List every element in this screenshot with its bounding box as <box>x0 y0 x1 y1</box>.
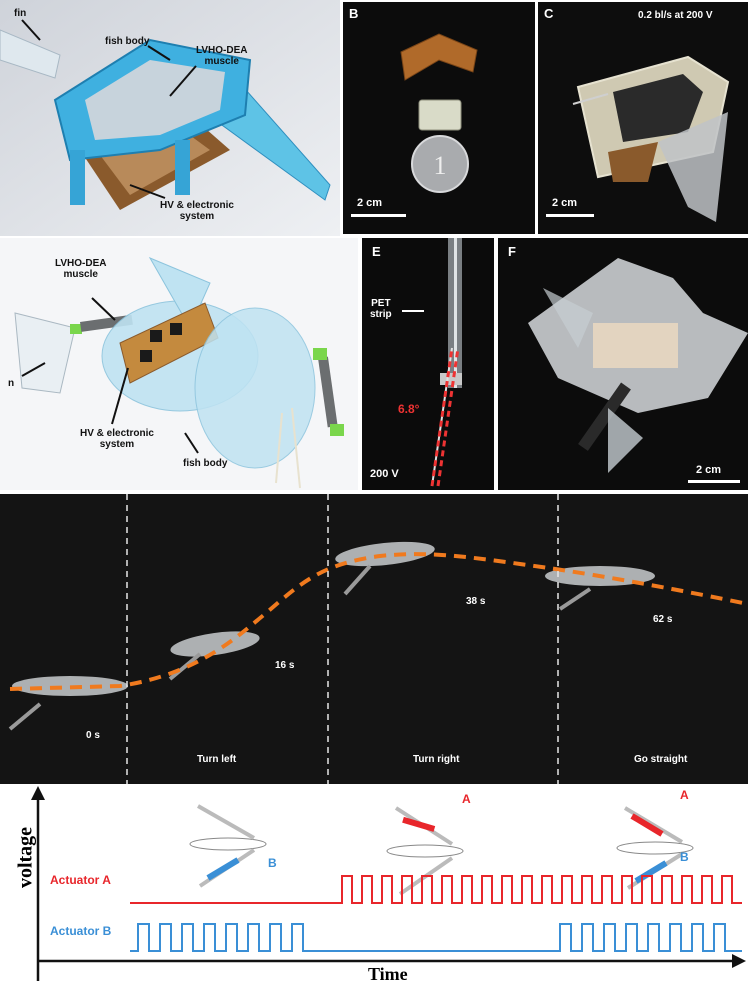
panel-f-letter: F <box>508 244 516 259</box>
label-muscle-d: LVHO-DEA muscle <box>55 258 107 280</box>
time-label-2: 38 s <box>466 596 486 607</box>
angle-label: 6.8° <box>398 402 420 416</box>
scale-bar-f <box>688 480 740 483</box>
panel-a: fin fish body LVHO-DEA muscle HV & elect… <box>0 0 340 236</box>
exploded-cad-render <box>0 238 358 490</box>
phase-label-1: Turn right <box>413 754 460 765</box>
label-fish-body: fish body <box>105 36 150 47</box>
time-label-1: 16 s <box>275 660 295 671</box>
scale-label-b: 2 cm <box>357 197 383 209</box>
icon-label-a-middle: A <box>462 792 471 806</box>
scale-bar-c <box>546 214 594 217</box>
panel-b: 1 B 2 cm <box>343 2 535 234</box>
actuator-a-waveform <box>130 875 742 904</box>
label-hv-system: HV & electronic system <box>160 200 234 222</box>
icon-label-a-right: A <box>680 788 689 802</box>
voltage-label: 200 V <box>370 468 399 480</box>
panel-e-letter: E <box>372 244 381 259</box>
panel-d: LVHO-DEA muscle n HV & electronic system… <box>0 238 358 490</box>
actuator-a-label: Actuator A <box>50 873 111 887</box>
strip-deflection-photo <box>362 238 494 490</box>
actuator-b-label: Actuator B <box>50 924 112 938</box>
panel-e: E PET strip 6.8° 200 V <box>362 238 494 490</box>
label-fin: fin <box>14 8 27 19</box>
panel-f: F 2 cm <box>498 238 748 490</box>
fish-cad-render <box>0 0 340 236</box>
fish-icon-left <box>189 804 267 888</box>
pet-strip-label: PET strip <box>370 298 392 320</box>
y-axis-label: voltage <box>14 826 37 889</box>
panel-b-letter: B <box>349 6 359 21</box>
speed-label: 0.2 bl/s at 200 V <box>638 10 713 21</box>
scale-label-f: 2 cm <box>696 464 722 476</box>
panel-h: voltage Time Actuator A Actuator B B A A… <box>0 786 748 989</box>
fish-prototype-photo <box>538 2 748 234</box>
components-photo: 1 <box>343 2 535 234</box>
swimming-sequence-photo <box>0 494 748 784</box>
panel-c: C 0.2 bl/s at 200 V 2 cm <box>538 2 748 234</box>
x-axis-arrow <box>732 954 746 968</box>
time-label-3: 62 s <box>653 614 673 625</box>
manta-prototype-photo <box>498 238 748 490</box>
scale-bar-b <box>351 214 406 217</box>
panel-g: 0 s 16 s 38 s 62 s Turn left Turn right … <box>0 494 748 784</box>
x-axis-label: Time <box>368 964 408 984</box>
panel-c-letter: C <box>544 6 554 21</box>
y-axis-arrow <box>31 786 45 800</box>
time-label-0: 0 s <box>86 730 100 741</box>
icon-label-b-left: B <box>268 856 277 870</box>
actuator-b-waveform <box>130 923 742 952</box>
label-fin-d: n <box>8 378 15 389</box>
phase-label-2: Go straight <box>634 754 688 765</box>
label-hv-system-d: HV & electronic system <box>80 428 154 450</box>
icon-label-b-right: B <box>680 850 689 864</box>
scale-label-c: 2 cm <box>552 197 578 209</box>
phase-label-0: Turn left <box>197 754 237 765</box>
label-muscle: LVHO-DEA muscle <box>196 45 248 67</box>
svg-text:1: 1 <box>434 151 447 180</box>
label-fish-body-d: fish body <box>183 458 228 469</box>
actuation-timing-diagram <box>31 786 746 981</box>
fish-icon-middle <box>386 806 464 896</box>
